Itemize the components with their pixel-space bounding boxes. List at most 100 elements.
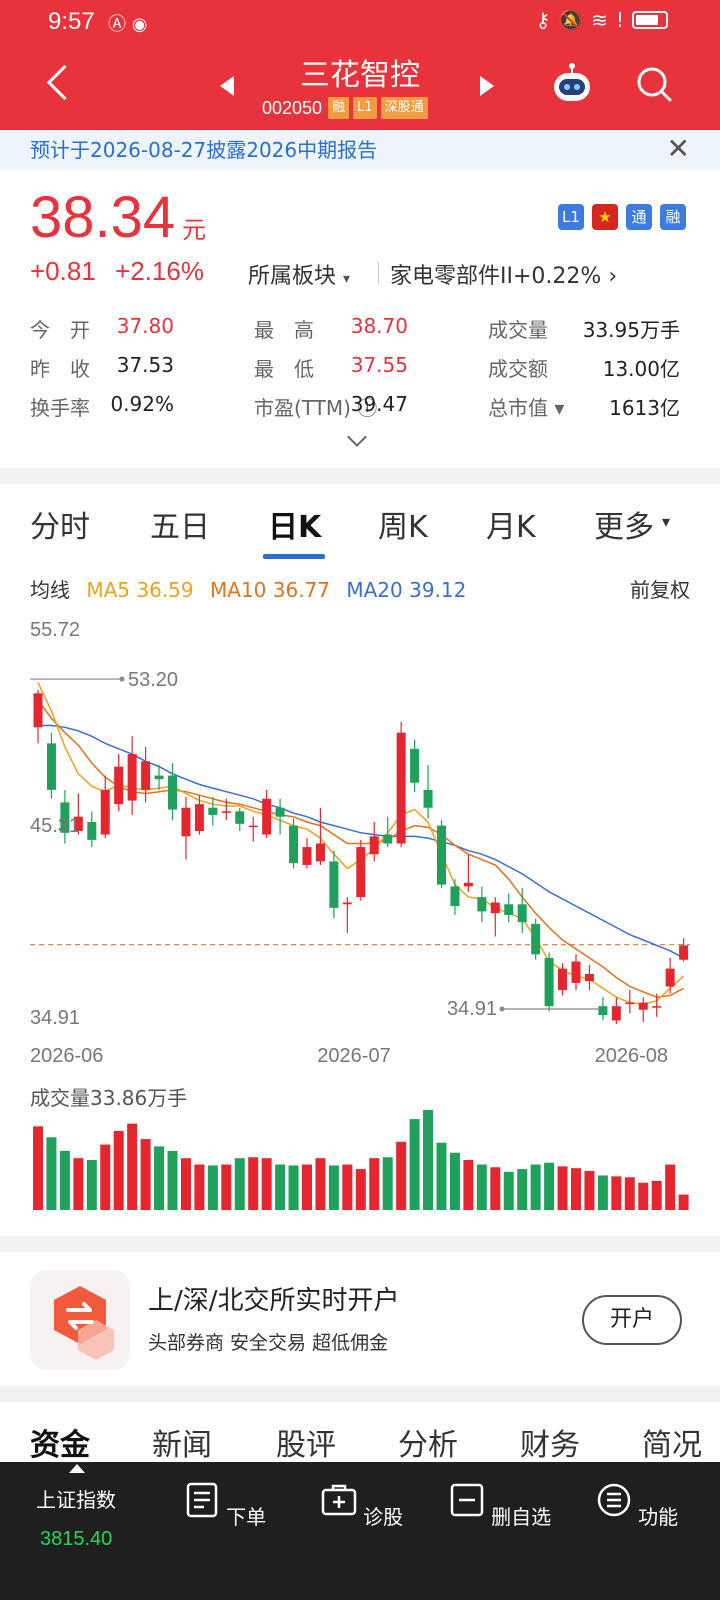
volume-bar [86,1160,97,1210]
tag-connect: 深股通 [380,97,428,119]
tab-period[interactable]: 五日 [150,510,210,545]
volume-bar [261,1158,272,1210]
badge-l1: L1 [558,204,584,230]
info-tab[interactable]: 资金 [30,1428,90,1463]
tab-period[interactable]: 周K [378,510,428,545]
info-tab[interactable]: 分析 [398,1428,458,1463]
order-button[interactable]: 下单 [170,1472,280,1530]
candle-body [329,861,339,908]
x-axis-tick: 2026-07 [317,1045,390,1067]
ma20-value: MA20 39.12 [346,578,467,602]
stat-value: 37.80 [116,314,174,338]
next-stock-button[interactable] [480,76,494,96]
volume-label: 成交量33.86万手 [30,1086,188,1110]
open-account-button[interactable]: 开户 [582,1295,682,1345]
promo-logo [30,1270,130,1370]
stat-label[interactable]: 总市值 ▾ [488,396,565,420]
high-marker-dot [119,676,125,682]
volume-bar [544,1162,555,1210]
close-icon[interactable]: ✕ [666,132,690,165]
candle-body [127,754,137,801]
volume-bar [557,1166,568,1210]
volume-bar [234,1158,245,1210]
candle-body [208,807,218,815]
info-tab[interactable]: 股评 [276,1428,336,1463]
info-tab[interactable]: 简况 [642,1428,702,1463]
adjust-toggle[interactable]: 前复权 [630,578,690,602]
diagnose-button[interactable]: 诊股 [307,1472,417,1530]
volume-bar [597,1175,608,1210]
volume-bar [584,1170,595,1210]
candle-body [558,968,568,991]
sector-dropdown[interactable]: 所属板块 ▾ [248,258,350,290]
volume-bar [530,1164,541,1210]
candle-body [248,825,258,828]
candle-body [611,1006,621,1021]
volume-bar [355,1169,366,1210]
candle-body [383,834,393,844]
tab-period[interactable]: 分时 [30,510,90,545]
y-axis-max-label: 55.72 [30,619,80,641]
report-notice-bar[interactable]: 预计于2026-08-27披露2026中期报告 ✕ [0,130,720,170]
volume-bar [328,1165,339,1210]
volume-bar [113,1130,124,1210]
index-name: 上证指数 [36,1488,116,1512]
account-promo[interactable]: 上/深/北交所实时开户 头部券商 安全交易 超低佣金 开户 [0,1252,720,1386]
volume-bar [396,1141,407,1210]
candle-body [60,802,70,833]
volume-bar [154,1146,165,1210]
stock-code-row: 002050 融 L1 深股通 [262,97,428,119]
exchange-icon [54,1286,114,1360]
industry-link[interactable]: 家电零部件II+0.22% › [390,258,617,290]
menu-circle-icon [597,1483,631,1517]
info-tab[interactable]: 新闻 [152,1428,212,1463]
low-marker-dot [499,1006,505,1012]
candle-body [289,825,299,864]
volume-bar [517,1169,528,1210]
remove-watchlist-button[interactable]: 删自选 [445,1472,555,1530]
quote-stats: 今 开 37.80 最 高 38.70 成交量 33.95万手昨 收 37.53 最 低 37.… [30,310,680,427]
candle-body [262,798,272,835]
chevron-down-icon[interactable] [347,427,367,447]
stat-value: 0.92% [110,392,174,416]
caret-down-icon: ▾ [343,271,351,287]
kline-chart[interactable]: 55.72 45.31 34.91 53.20 34.91 2026-06 2026-07 2… [0,614,720,1074]
candle-body [504,904,514,916]
functions-button[interactable]: 功能 [582,1472,692,1530]
volume-bar [248,1157,259,1210]
tab-period[interactable]: 月K [486,510,536,545]
volume-bar [463,1160,474,1210]
tab-period[interactable]: 更多 [594,510,654,545]
search-icon[interactable] [636,66,672,102]
stat-value: 37.53 [116,353,174,377]
quote-panel: 38.34 元 L1 ★ 通 融 +0.81 +2.16% 所属板块 ▾ 家电零… [0,170,720,468]
badge-china-flag: ★ [592,204,618,230]
candle-body [275,807,285,817]
candle-body [235,811,245,824]
back-button[interactable] [40,60,80,108]
tab-period[interactable]: 日K [268,510,322,545]
remove-watchlist-label: 删自选 [491,1505,552,1529]
stock-code: 002050 [262,97,323,118]
status-time: 9:57 [48,8,95,35]
tag-l1: L1 [353,97,377,119]
divider [378,262,379,284]
candle-body [679,945,689,960]
stat-label: 今 开 [30,318,90,342]
volume-bar [127,1123,138,1210]
stat-label: 最 高 [254,318,314,342]
stat-label: 昨 收 [30,357,90,381]
volume-bar [167,1150,178,1210]
candle-body [87,822,97,840]
volume-bar [638,1182,649,1210]
robot-assistant-icon[interactable] [550,62,594,106]
candle-body [33,693,43,728]
candle-body [544,957,554,1007]
prev-stock-button[interactable] [220,76,234,96]
quote-stats-row: 今 开 37.80 最 高 38.70 成交量 33.95万手 [30,310,680,349]
battery-icon [632,11,668,29]
volume-bar [369,1158,380,1210]
status-icons: ⚷ 🔕 ≋ ! [536,8,668,32]
info-tab[interactable]: 财务 [520,1428,580,1463]
stat-label: 换手率 [30,396,90,420]
